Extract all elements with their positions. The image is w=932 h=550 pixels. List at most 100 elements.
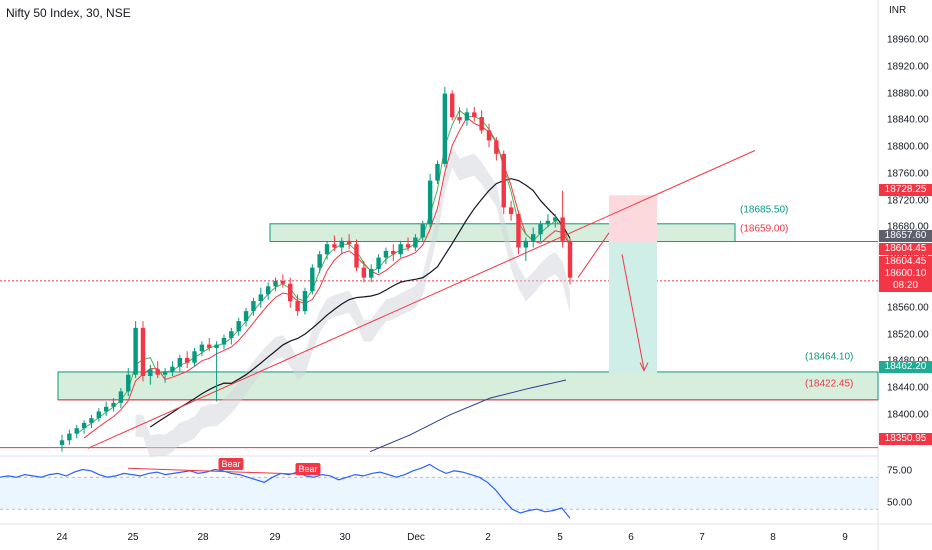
price-tick: 18880.00 (887, 88, 929, 100)
candle-down[interactable] (516, 214, 521, 248)
stop-loss-area (609, 195, 657, 243)
candle-down[interactable] (354, 244, 359, 268)
candle-up[interactable] (376, 257, 381, 269)
candle-down[interactable] (449, 93, 455, 118)
candle-up[interactable] (89, 418, 94, 423)
price-tick: 18680.00 (887, 221, 929, 233)
candle-up[interactable] (74, 428, 79, 434)
bear-divergence-line (127, 467, 317, 476)
candle-up[interactable] (273, 281, 278, 287)
candle-down[interactable] (288, 283, 293, 302)
candle-down[interactable] (567, 240, 573, 278)
candle-down[interactable] (207, 344, 212, 348)
candle-up[interactable] (530, 234, 536, 241)
time-tick: 8 (770, 532, 776, 543)
candle-up[interactable] (324, 244, 330, 255)
candle-up[interactable] (96, 411, 102, 419)
candle-up[interactable] (427, 180, 433, 225)
price-tick: 18720.00 (887, 195, 929, 207)
currency-label: INR (889, 5, 907, 16)
candle-down[interactable] (501, 153, 506, 208)
candle-up[interactable] (214, 344, 219, 348)
candle-up[interactable] (243, 311, 249, 322)
candle-up[interactable] (81, 422, 87, 429)
candle-down[interactable] (508, 207, 514, 215)
candle-up[interactable] (398, 244, 403, 255)
price-tag: 18604.45 (879, 256, 932, 268)
candle-up[interactable] (162, 371, 168, 375)
candle-up[interactable] (148, 369, 153, 377)
candle-up[interactable] (464, 112, 470, 121)
candle-up[interactable] (111, 402, 116, 407)
price-tick: 18440.00 (887, 382, 929, 394)
bear-divergence-label: Bear (295, 463, 321, 475)
candle-up[interactable] (545, 220, 551, 225)
candle-up[interactable] (369, 268, 374, 278)
price-tick: 18560.00 (887, 302, 929, 314)
candle-up[interactable] (442, 93, 448, 164)
candle-up[interactable] (310, 267, 315, 292)
candle-up[interactable] (383, 250, 389, 258)
candle-down[interactable] (405, 244, 411, 248)
time-tick: 28 (197, 532, 209, 543)
time-tick: 25 (127, 532, 139, 543)
candle-up[interactable] (229, 331, 234, 338)
candle-up[interactable] (420, 224, 425, 238)
candle-up[interactable] (133, 327, 138, 375)
candle-up[interactable] (103, 406, 109, 412)
price-tick: 18800.00 (887, 141, 929, 153)
price-tag: 18462.20 (879, 361, 932, 373)
symbol-title[interactable]: Nifty 50 Index, 30, NSE (6, 6, 131, 20)
projection-up-arrow (577, 232, 610, 278)
price-tick: 18960.00 (887, 34, 929, 46)
candle-up[interactable] (553, 217, 558, 221)
candle-down[interactable] (479, 117, 484, 131)
candle-down[interactable] (280, 281, 286, 284)
candle-down[interactable] (155, 369, 160, 375)
candle-up[interactable] (265, 286, 271, 295)
candle-up[interactable] (192, 351, 197, 363)
candle-down[interactable] (472, 112, 477, 118)
price-tag: 18604.45 (879, 243, 932, 255)
candle-up[interactable] (67, 433, 72, 441)
candle-down[interactable] (184, 357, 190, 363)
trend-line[interactable] (87, 150, 756, 449)
candle-down[interactable] (391, 250, 396, 255)
price-tick: 18520.00 (887, 329, 929, 341)
candle-down[interactable] (457, 117, 462, 121)
candle-up[interactable] (339, 240, 344, 248)
candle-up[interactable] (258, 294, 263, 302)
time-tick: 6 (628, 532, 634, 543)
candle-up[interactable] (236, 321, 241, 332)
candle-up[interactable] (302, 291, 308, 312)
price-tag: 18657.60 (879, 230, 932, 242)
candle-up[interactable] (538, 224, 543, 235)
rsi-tick: 50.00 (887, 497, 913, 509)
candle-up[interactable] (413, 237, 418, 248)
candle-down[interactable] (486, 130, 492, 141)
candle-down[interactable] (346, 240, 352, 245)
candle-up[interactable] (126, 374, 131, 392)
price-tick: 18760.00 (887, 168, 929, 180)
candle-up[interactable] (251, 301, 256, 312)
candle-up[interactable] (199, 344, 205, 352)
candle-down[interactable] (140, 327, 146, 377)
candle-up[interactable] (523, 240, 529, 248)
candle-up[interactable] (435, 163, 440, 181)
candle-up[interactable] (59, 440, 65, 445)
zone-label: (18659.00) (740, 223, 789, 235)
candle-up[interactable] (177, 357, 183, 367)
candle-up[interactable] (317, 254, 322, 268)
candle-down[interactable] (332, 244, 337, 248)
candle-up[interactable] (221, 337, 227, 345)
price-tag: 18728.25 (879, 184, 932, 196)
moving-average-blue (369, 379, 567, 453)
candle-down[interactable] (494, 140, 499, 154)
candle-down[interactable] (361, 267, 367, 278)
ma-band (135, 145, 571, 458)
candle-down[interactable] (295, 301, 300, 312)
candle-up[interactable] (170, 366, 175, 372)
candle-down[interactable] (560, 217, 565, 241)
candle-up[interactable] (118, 391, 124, 403)
